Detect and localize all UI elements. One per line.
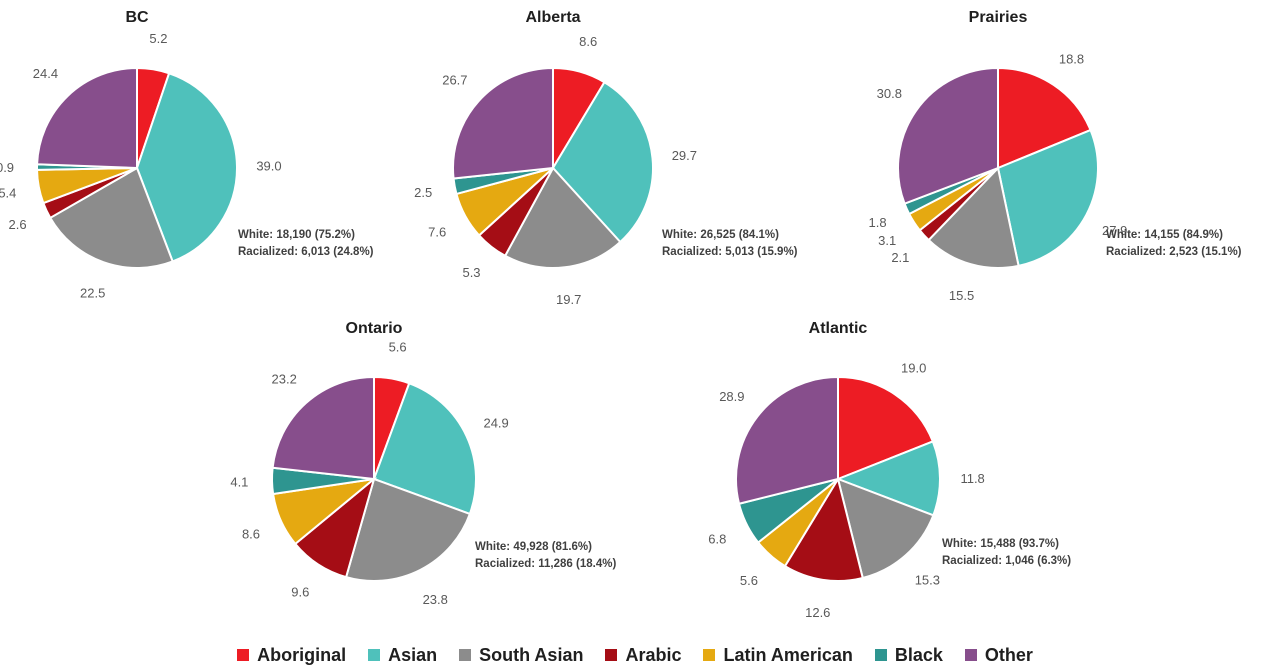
slice-label-alberta-arabic: 5.3 [462,265,480,280]
slice-atlantic-other [735,375,839,505]
pie-charts-canvas: BC5.2 39.0 22.5 2.6 5.4 0.9 24.4 White: 18,190 … [0,9,1242,620]
annotation-ontario-white: White: 49,928 (81.6%) [475,541,592,553]
slice-ontario-asian [372,381,477,516]
slice-label-atlantic-asian: 11.8 [960,471,984,486]
legend-label-south-asian: South Asian [479,644,584,665]
slice-label-prairies-latin-american: 3.1 [878,233,896,248]
pie-chart-alberta: Alberta 8.6 29.7 19.7 5.3 7.6 2.5 26.7 White: 26… [414,9,798,307]
legend-swatch-asian [368,649,381,661]
annotation-atlantic-racialized: Racialized: 1,046 (6.3%) [942,555,1071,567]
legend-item-black: Black [874,644,943,666]
annotation-bc-white: White: 18,190 (75.2%) [238,229,355,241]
slice-prairies-south-asian [927,165,1020,269]
slice-label-prairies-arabic: 2.1 [891,250,909,265]
slice-label-bc-black: 0.9 [0,160,14,175]
chart-title-bc: BC [125,9,149,26]
legend-label-black: Black [894,644,943,665]
legend-label-arabic: Arabic [625,644,682,665]
slice-bc-asian [135,72,238,263]
slice-atlantic-asian [835,440,941,517]
slice-label-ontario-aboriginal: 5.6 [389,339,407,354]
legend-swatch-south-asian [459,649,472,661]
slice-label-atlantic-black: 6.8 [708,532,726,547]
legend-label-other: Other [984,644,1033,665]
legend-swatch-aboriginal [237,649,250,661]
slice-label-bc-aboriginal: 5.2 [149,31,167,46]
slice-label-atlantic-aboriginal: 19.0 [901,361,926,376]
legend-label-aboriginal: Aboriginal [257,644,347,665]
legend-item-other: Other [964,644,1033,666]
slice-label-alberta-latin-american: 7.6 [428,224,446,239]
annotation-prairies-racialized: Racialized: 2,523 (15.1%) [1106,246,1242,258]
slice-prairies-aboriginal [997,66,1092,170]
slice-ontario-south-asian [344,477,472,582]
pie-chart-atlantic: Atlantic 19.0 11.8 15.3 12.6 5.6 6.8 28.9 White:… [708,320,1071,620]
slice-label-atlantic-other: 28.9 [719,389,744,404]
legend: Aboriginal Asian South Asian Arabic Lati… [0,640,1270,670]
slice-label-bc-latin-american: 5.4 [0,186,16,201]
slice-label-alberta-aboriginal: 8.6 [579,34,597,49]
slice-alberta-other [452,66,554,180]
slice-label-alberta-asian: 29.7 [672,148,697,163]
slice-alberta-south-asian [503,166,622,269]
slice-prairies-other [897,66,999,205]
legend-label-latin-american: Latin American [723,644,853,665]
slice-prairies-asian [996,128,1099,268]
slice-label-atlantic-south-asian: 15.3 [915,573,940,588]
slice-atlantic-arabic [783,476,864,582]
pie-chart-prairies: Prairies 18.8 27.9 15.5 2.1 3.1 1.8 30.8 White: … [868,9,1241,303]
legend-item-aboriginal: Aboriginal [237,645,346,666]
slice-label-prairies-aboriginal: 18.8 [1059,51,1084,66]
slice-label-ontario-asian: 24.9 [483,415,508,430]
slice-label-alberta-black: 2.5 [414,185,432,200]
legend-item-south-asian: South Asian [459,645,583,666]
slice-label-ontario-other: 23.2 [272,372,297,387]
slice-atlantic-south-asian [836,477,935,580]
annotation-atlantic-white: White: 15,488 (93.7%) [942,538,1059,550]
chart-title-alberta: Alberta [525,9,580,26]
slice-bc-other [36,66,138,170]
slice-label-ontario-black: 4.1 [230,475,248,490]
slice-label-bc-arabic: 2.6 [9,217,27,232]
pie-chart-bc: BC5.2 39.0 22.5 2.6 5.4 0.9 24.4 White: 18,190 … [0,9,374,300]
legend-item-asian: Asian [368,645,437,666]
annotation-bc-racialized: Racialized: 6,013 (24.8%) [238,246,374,258]
pie-chart-ontario: Ontario 5.6 24.9 23.8 9.6 8.6 4.1 23.2 White: 49… [230,320,616,607]
annotation-alberta-racialized: Racialized: 5,013 (15.9%) [662,246,798,258]
slice-bc-south-asian [48,166,174,269]
annotation-alberta-white: White: 26,525 (84.1%) [662,229,779,241]
legend-swatch-arabic [605,649,618,661]
legend-swatch-other [964,649,977,661]
annotation-prairies-white: White: 14,155 (84.9%) [1106,229,1223,241]
slice-label-ontario-latin-american: 8.6 [242,527,260,542]
slice-label-bc-other: 24.4 [33,66,58,81]
slice-label-prairies-black: 1.8 [868,215,886,230]
slice-label-alberta-other: 26.7 [442,73,467,88]
legend-label-asian: Asian [388,644,438,665]
slice-label-ontario-south-asian: 23.8 [423,592,448,607]
chart-title-atlantic: Atlantic [809,320,868,337]
legend-item-arabic: Arabic [605,645,681,666]
legend-swatch-latin-american [703,649,716,661]
slice-label-prairies-asian: 27.9 [1102,223,1127,238]
slice-label-prairies-south-asian: 15.5 [949,288,974,303]
slice-label-prairies-other: 30.8 [877,86,902,101]
slice-label-bc-south-asian: 22.5 [80,285,105,300]
slice-label-bc-asian: 39.0 [256,159,281,174]
slice-label-alberta-south-asian: 19.7 [556,292,581,307]
legend-item-latin-american: Latin American [703,644,853,666]
slice-atlantic-aboriginal [837,375,935,481]
legend-swatch-black [874,649,887,661]
slice-alberta-asian [551,80,654,244]
chart-title-ontario: Ontario [346,320,403,337]
annotation-ontario-racialized: Racialized: 11,286 (18.4%) [475,558,616,570]
slice-ontario-other [271,375,375,481]
chart-title-prairies: Prairies [969,9,1028,26]
slice-label-ontario-arabic: 9.6 [291,585,309,600]
slice-label-atlantic-arabic: 12.6 [805,605,830,620]
slice-label-atlantic-latin-american: 5.6 [740,573,758,588]
